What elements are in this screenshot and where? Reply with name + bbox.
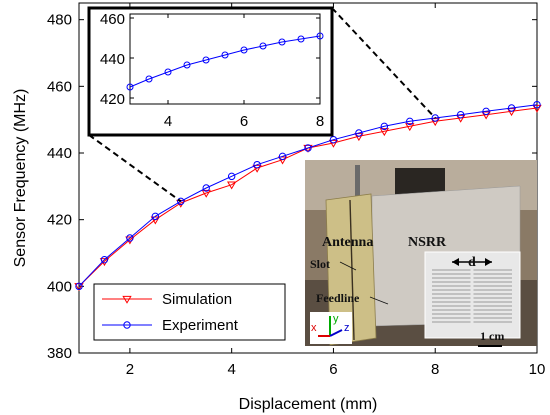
inset-frame bbox=[129, 13, 321, 105]
legend-box bbox=[93, 283, 286, 341]
d-label: d bbox=[468, 255, 476, 270]
y-tick-label: 380 bbox=[47, 345, 72, 362]
y-tick-label: 440 bbox=[47, 145, 72, 162]
feedline-pointer bbox=[369, 296, 389, 305]
simulation-point bbox=[74, 283, 84, 292]
legend-label-simulation: Simulation bbox=[162, 291, 232, 308]
legend: Simulation Experiment bbox=[93, 283, 286, 341]
simulation-point bbox=[455, 114, 466, 123]
y-tick-label: 420 bbox=[47, 212, 72, 229]
experiment-point bbox=[126, 234, 134, 242]
axis-z-label: z bbox=[344, 322, 350, 334]
experiment-point bbox=[177, 197, 185, 206]
inset-experiment-line bbox=[129, 35, 321, 88]
simulation-point bbox=[226, 181, 237, 190]
simulation-point bbox=[430, 118, 440, 127]
x-tick-label: 6 bbox=[329, 361, 337, 378]
experiment-line bbox=[78, 104, 538, 287]
legend-marker-experiment bbox=[123, 321, 131, 329]
legend-label-experiment: Experiment bbox=[162, 317, 239, 334]
inset-plot: 4 6 8 420 440 460 bbox=[87, 6, 334, 137]
experiment-point bbox=[278, 152, 287, 161]
inset-y-tick-label: 460 bbox=[100, 11, 125, 28]
simulation-point bbox=[277, 156, 288, 165]
experiment-point bbox=[431, 114, 439, 122]
inset-experiment-point bbox=[221, 51, 229, 59]
antenna-board bbox=[325, 193, 377, 346]
simulation-point bbox=[405, 123, 415, 132]
slot-pointer bbox=[339, 261, 357, 271]
experiment-point bbox=[355, 129, 363, 137]
simulation-point bbox=[150, 216, 161, 225]
y-tick-label: 480 bbox=[47, 12, 72, 29]
inset-experiment-point bbox=[145, 75, 153, 83]
inset-experiment-point bbox=[259, 42, 267, 50]
antenna-label: Antenna bbox=[322, 235, 373, 250]
experiment-point bbox=[304, 144, 312, 152]
simulation-point bbox=[506, 108, 517, 117]
experiment-point bbox=[380, 122, 389, 131]
experiment-point bbox=[75, 282, 83, 291]
inset-experiment-point bbox=[126, 83, 134, 91]
simulation-point bbox=[252, 164, 262, 173]
x-axis-label: Displacement (mm) bbox=[239, 396, 378, 413]
legend-marker-simulation bbox=[122, 295, 132, 304]
series-experiment bbox=[75, 100, 541, 291]
x-tick-label: 2 bbox=[126, 361, 134, 378]
inset-experiment-point bbox=[183, 61, 191, 69]
experiment-point bbox=[100, 255, 109, 264]
y-axis-label: Sensor Frequency (MHz) bbox=[12, 89, 29, 268]
inset-outer-border bbox=[87, 6, 334, 137]
inset-experiment-point bbox=[240, 46, 248, 54]
simulation-point bbox=[532, 104, 542, 113]
inset-experiment-point bbox=[278, 38, 286, 46]
experiment-point bbox=[507, 104, 516, 112]
feedline-label: Feedline bbox=[316, 291, 360, 305]
inset-x-tick-label: 8 bbox=[316, 113, 324, 130]
nsrr-label: NSRR bbox=[408, 235, 447, 250]
y-tick-label: 460 bbox=[47, 78, 72, 95]
experiment-point bbox=[406, 117, 414, 126]
simulation-point bbox=[379, 128, 390, 137]
z-axis-arrow bbox=[329, 329, 343, 337]
experiment-point bbox=[482, 107, 490, 116]
connector-left bbox=[88, 134, 182, 203]
x-tick-label: 4 bbox=[227, 361, 235, 378]
simulation-point bbox=[201, 189, 211, 198]
connector-right bbox=[331, 7, 436, 119]
inset-y-tick-label: 420 bbox=[100, 91, 125, 108]
inset-y-tick-label: 440 bbox=[100, 51, 125, 68]
y-tick-label: 400 bbox=[47, 278, 72, 295]
experiment-point bbox=[151, 212, 160, 221]
inset-x-tick-label: 4 bbox=[164, 113, 172, 130]
slot-label: Slot bbox=[310, 257, 330, 271]
zoom-connector-lines bbox=[88, 7, 436, 203]
inset-experiment-point bbox=[202, 56, 210, 64]
experimental-setup-photo: Antenna NSRR Slot Feedline d 1 cm x yz bbox=[305, 160, 537, 347]
experiment-point bbox=[253, 160, 261, 169]
simulation-point bbox=[328, 139, 339, 148]
x-tick-label: 8 bbox=[431, 361, 439, 378]
simulation-point bbox=[481, 111, 491, 120]
experiment-point bbox=[202, 184, 210, 192]
scale-label: 1 cm bbox=[480, 329, 504, 343]
axis-x-label: x bbox=[311, 322, 317, 334]
inset-x-tick-label: 6 bbox=[240, 113, 248, 130]
x-tick-label: 10 bbox=[529, 361, 546, 378]
experiment-point bbox=[227, 172, 236, 181]
experiment-point bbox=[456, 110, 465, 119]
inset-experiment-point bbox=[316, 32, 324, 40]
axis-y-label: y bbox=[333, 313, 339, 325]
inset-experiment-point bbox=[164, 68, 172, 76]
inset-experiment-point bbox=[297, 35, 305, 43]
simulation-point bbox=[354, 133, 364, 142]
antenna-feedline bbox=[349, 199, 355, 341]
experiment-point bbox=[533, 100, 541, 109]
